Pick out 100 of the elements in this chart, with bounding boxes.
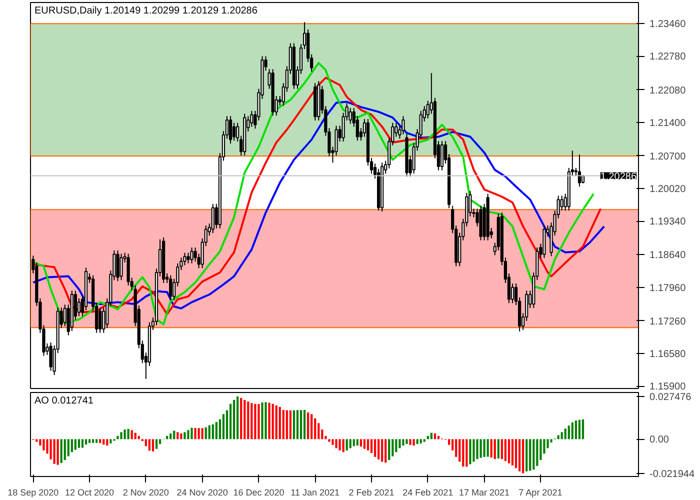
- bar: [116, 436, 119, 440]
- bar: [102, 439, 105, 445]
- y-tick-label: 1.20700: [650, 151, 686, 162]
- x-tick-label: 16 Dec 2020: [233, 488, 284, 498]
- candlestick: [190, 247, 194, 264]
- bar: [536, 439, 538, 466]
- candlestick: [440, 140, 444, 171]
- bar: [420, 439, 422, 444]
- ref-line-label: 1.20286: [600, 171, 637, 182]
- bar: [560, 432, 563, 440]
- bar: [342, 439, 344, 452]
- bar: [335, 439, 338, 448]
- bar: [500, 439, 503, 460]
- bar: [384, 439, 387, 463]
- candlestick: [116, 250, 120, 282]
- y-tick-label: 1.15900: [650, 382, 686, 393]
- bar: [363, 439, 366, 449]
- chart-title: EURUSD,Daily 1.20149 1.20299 1.20129 1.20286: [34, 6, 258, 16]
- bar: [423, 439, 426, 442]
- bar: [201, 428, 204, 440]
- bar: [511, 439, 514, 466]
- bar: [264, 402, 267, 440]
- bar: [106, 439, 108, 446]
- bar: [92, 439, 94, 443]
- bar: [296, 410, 299, 440]
- bar: [278, 406, 281, 440]
- bar: [99, 439, 102, 444]
- candlestick: [169, 274, 172, 301]
- x-tick-label: 2 Feb 2021: [348, 488, 394, 498]
- bar: [366, 439, 370, 450]
- bar: [349, 439, 352, 448]
- bar: [406, 439, 408, 444]
- bar: [568, 426, 570, 440]
- bar: [526, 439, 528, 472]
- candlestick: [228, 116, 232, 144]
- bar: [374, 439, 376, 457]
- bar: [194, 428, 196, 440]
- y-tick-label: 1.18640: [650, 250, 686, 262]
- bar: [190, 428, 193, 440]
- bar: [170, 433, 172, 440]
- bar: [275, 405, 278, 440]
- x-tick-label: 7 Apr 2021: [518, 488, 562, 498]
- candlestick: [211, 203, 214, 234]
- bar: [42, 439, 45, 450]
- bar: [476, 439, 478, 460]
- y-tick-label: 1.19340: [650, 216, 686, 228]
- bar: [81, 439, 84, 448]
- bar: [268, 402, 270, 440]
- bar: [215, 422, 218, 440]
- bar: [564, 428, 566, 440]
- bar: [356, 439, 358, 446]
- bar: [494, 439, 496, 460]
- bar: [412, 439, 415, 446]
- bar: [490, 439, 492, 458]
- y-tick-label: 1.22780: [650, 52, 686, 63]
- bar: [409, 439, 412, 445]
- bar: [518, 439, 521, 472]
- bar: [144, 439, 147, 446]
- chart-title: AO 0.012741: [34, 396, 94, 406]
- bar: [522, 439, 524, 474]
- bar: [381, 439, 384, 462]
- bar: [392, 439, 394, 456]
- bar: [84, 439, 88, 445]
- bar: [466, 439, 468, 467]
- bar: [497, 439, 500, 458]
- y-tick-label: 1.17260: [650, 316, 686, 328]
- bar: [398, 439, 401, 448]
- candlestick: [77, 298, 81, 317]
- candlestick: [126, 253, 130, 286]
- bar: [232, 400, 236, 440]
- bar: [314, 418, 316, 440]
- x-tick-label: 17 Mar 2021: [459, 488, 510, 498]
- bar: [332, 439, 334, 445]
- candlestick: [232, 122, 236, 142]
- bar: [486, 439, 489, 457]
- bar: [352, 439, 355, 446]
- bar: [261, 402, 264, 440]
- bar: [152, 439, 154, 452]
- bar: [286, 410, 288, 440]
- bar: [53, 439, 56, 464]
- bar: [236, 396, 239, 440]
- bar: [483, 439, 486, 457]
- bar: [282, 410, 284, 440]
- bar: [307, 412, 310, 440]
- bar: [508, 439, 510, 464]
- bar: [155, 439, 158, 449]
- bar: [469, 439, 472, 464]
- bar: [472, 439, 475, 462]
- bar: [70, 439, 73, 452]
- bar: [222, 414, 225, 440]
- bar: [173, 430, 176, 440]
- bar: [338, 439, 341, 450]
- bar: [574, 420, 577, 440]
- x-tick-label: 2 Nov 2020: [122, 488, 169, 498]
- bar: [180, 433, 182, 440]
- bar: [504, 439, 506, 462]
- bar: [378, 439, 380, 460]
- bar: [247, 402, 250, 440]
- bar: [187, 430, 190, 440]
- bar: [395, 439, 398, 452]
